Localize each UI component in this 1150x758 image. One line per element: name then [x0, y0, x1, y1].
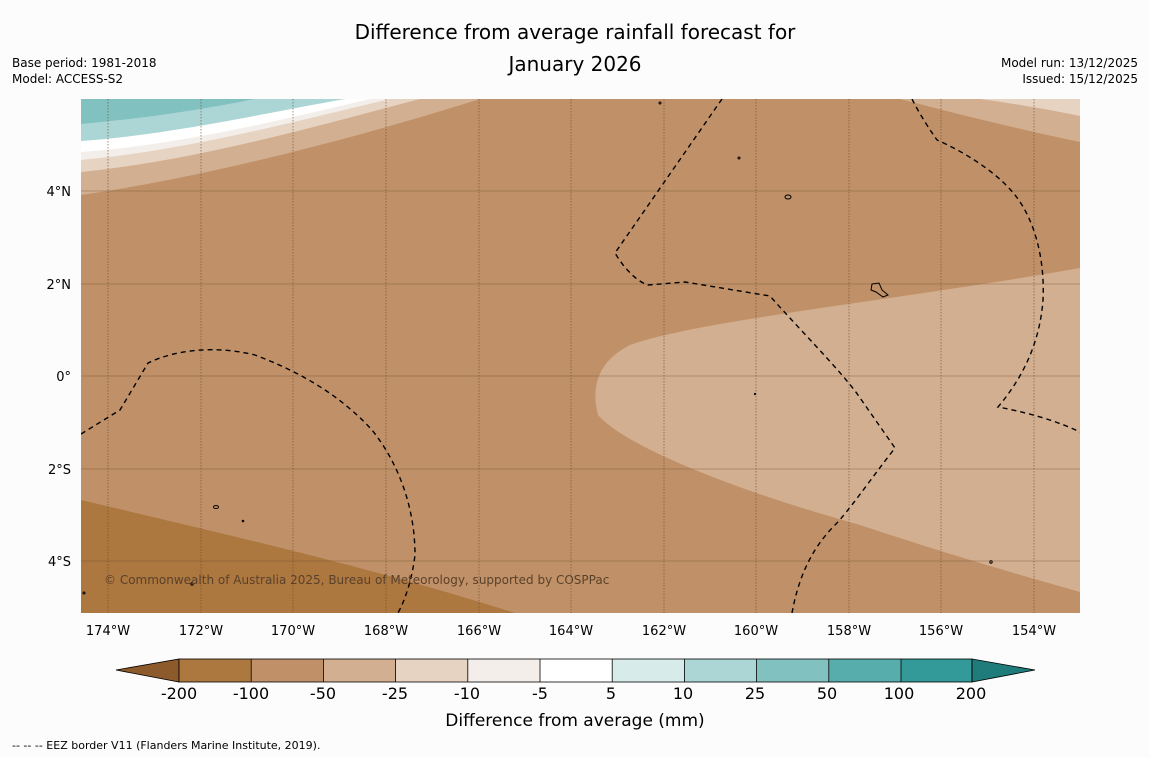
colorbar-title: Difference from average (mm) — [445, 711, 704, 731]
colorbar-labels: -200 -100 -50 -25 -10 -5 5 10 25 50 100 … — [161, 684, 986, 703]
lon-label: 162°W — [642, 624, 686, 639]
lon-label: 168°W — [364, 624, 408, 639]
anomaly-fill-dry — [81, 500, 515, 613]
latitude-labels: 4°N 2°N 0° 2°S 4°S — [47, 185, 72, 570]
colorbar-segment — [901, 659, 972, 682]
colorbar-tick-label: -100 — [233, 684, 269, 703]
colorbar-extend-low — [115, 658, 180, 683]
colorbar-segment — [395, 659, 468, 682]
longitude-labels: 174°W 172°W 170°W 168°W 166°W 164°W 162°… — [86, 624, 1056, 639]
model-name: Model: ACCESS-S2 — [12, 72, 124, 86]
anomaly-fill-light-ne — [900, 99, 1080, 142]
base-period: Base period: 1981-2018 — [12, 56, 157, 70]
colorbar-tick-label: 200 — [956, 684, 987, 703]
lat-label: 2°N — [47, 278, 72, 293]
anomaly-fill-pale-ne — [980, 99, 1080, 116]
colorbar-tick-label: -200 — [161, 684, 197, 703]
colorbar-tick-label: -5 — [532, 684, 548, 703]
issued-date: Issued: 15/12/2025 — [1022, 72, 1138, 86]
title-line-2: January 2026 — [508, 52, 642, 76]
lon-label: 172°W — [179, 624, 223, 639]
gridlines — [81, 99, 1080, 613]
meta-right: Model run: 13/12/2025 Issued: 15/12/2025 — [1001, 55, 1138, 87]
colorbar-segment — [612, 659, 685, 682]
anomaly-fill-light-east — [595, 268, 1080, 592]
model-run: Model run: 13/12/2025 — [1000, 56, 1138, 70]
colorbar-separators — [250, 659, 902, 682]
colorbar-tick-label: -50 — [310, 684, 336, 703]
colorbar-segment — [251, 659, 324, 682]
meta-left: Base period: 1981-2018 Model: ACCESS-S2 — [12, 55, 157, 87]
islands — [82, 101, 993, 595]
colorbar-segment — [756, 659, 829, 682]
lat-label: 2°S — [48, 463, 71, 478]
colorbar-segment — [323, 659, 396, 682]
lat-label: 4°S — [48, 555, 71, 570]
copyright-notice: © Commonwealth of Australia 2025, Bureau… — [104, 573, 609, 587]
eez-footnote: -- -- -- EEZ border V11 (Flanders Marine… — [12, 739, 321, 752]
eez-borders — [81, 99, 1080, 613]
lon-label: 174°W — [86, 624, 130, 639]
anomaly-fill-wet — [81, 99, 255, 124]
colorbar-tick-label: -25 — [382, 684, 408, 703]
colorbar-segment — [828, 659, 901, 682]
colorbar-tick-label: 25 — [745, 684, 765, 703]
title-line-1: Difference from average rainfall forecas… — [354, 20, 796, 44]
lon-label: 156°W — [919, 624, 963, 639]
colorbar-segment — [467, 659, 540, 682]
colorbar-tick-label: 50 — [817, 684, 837, 703]
map-area — [81, 99, 1080, 613]
lon-label: 170°W — [271, 624, 315, 639]
lat-label: 0° — [56, 370, 71, 385]
lat-label: 4°N — [47, 185, 72, 200]
colorbar-segment — [684, 659, 757, 682]
lon-label: 160°W — [734, 624, 778, 639]
colorbar-tick-label: 100 — [884, 684, 915, 703]
lon-label: 166°W — [457, 624, 501, 639]
colorbar-segment — [179, 659, 252, 682]
map-title: Difference from average rainfall forecas… — [0, 16, 1150, 80]
colorbar-tick-label: 5 — [606, 684, 616, 703]
lon-label: 158°W — [827, 624, 871, 639]
lon-label: 154°W — [1012, 624, 1056, 639]
colorbar-tick-label: 10 — [673, 684, 693, 703]
colorbar-segment — [540, 659, 613, 682]
colorbar-extend-high — [971, 658, 1036, 683]
colorbar: -200 -100 -50 -25 -10 -5 5 10 25 50 100 … — [115, 658, 1036, 731]
colorbar-tick-label: -10 — [454, 684, 480, 703]
lon-label: 164°W — [549, 624, 593, 639]
